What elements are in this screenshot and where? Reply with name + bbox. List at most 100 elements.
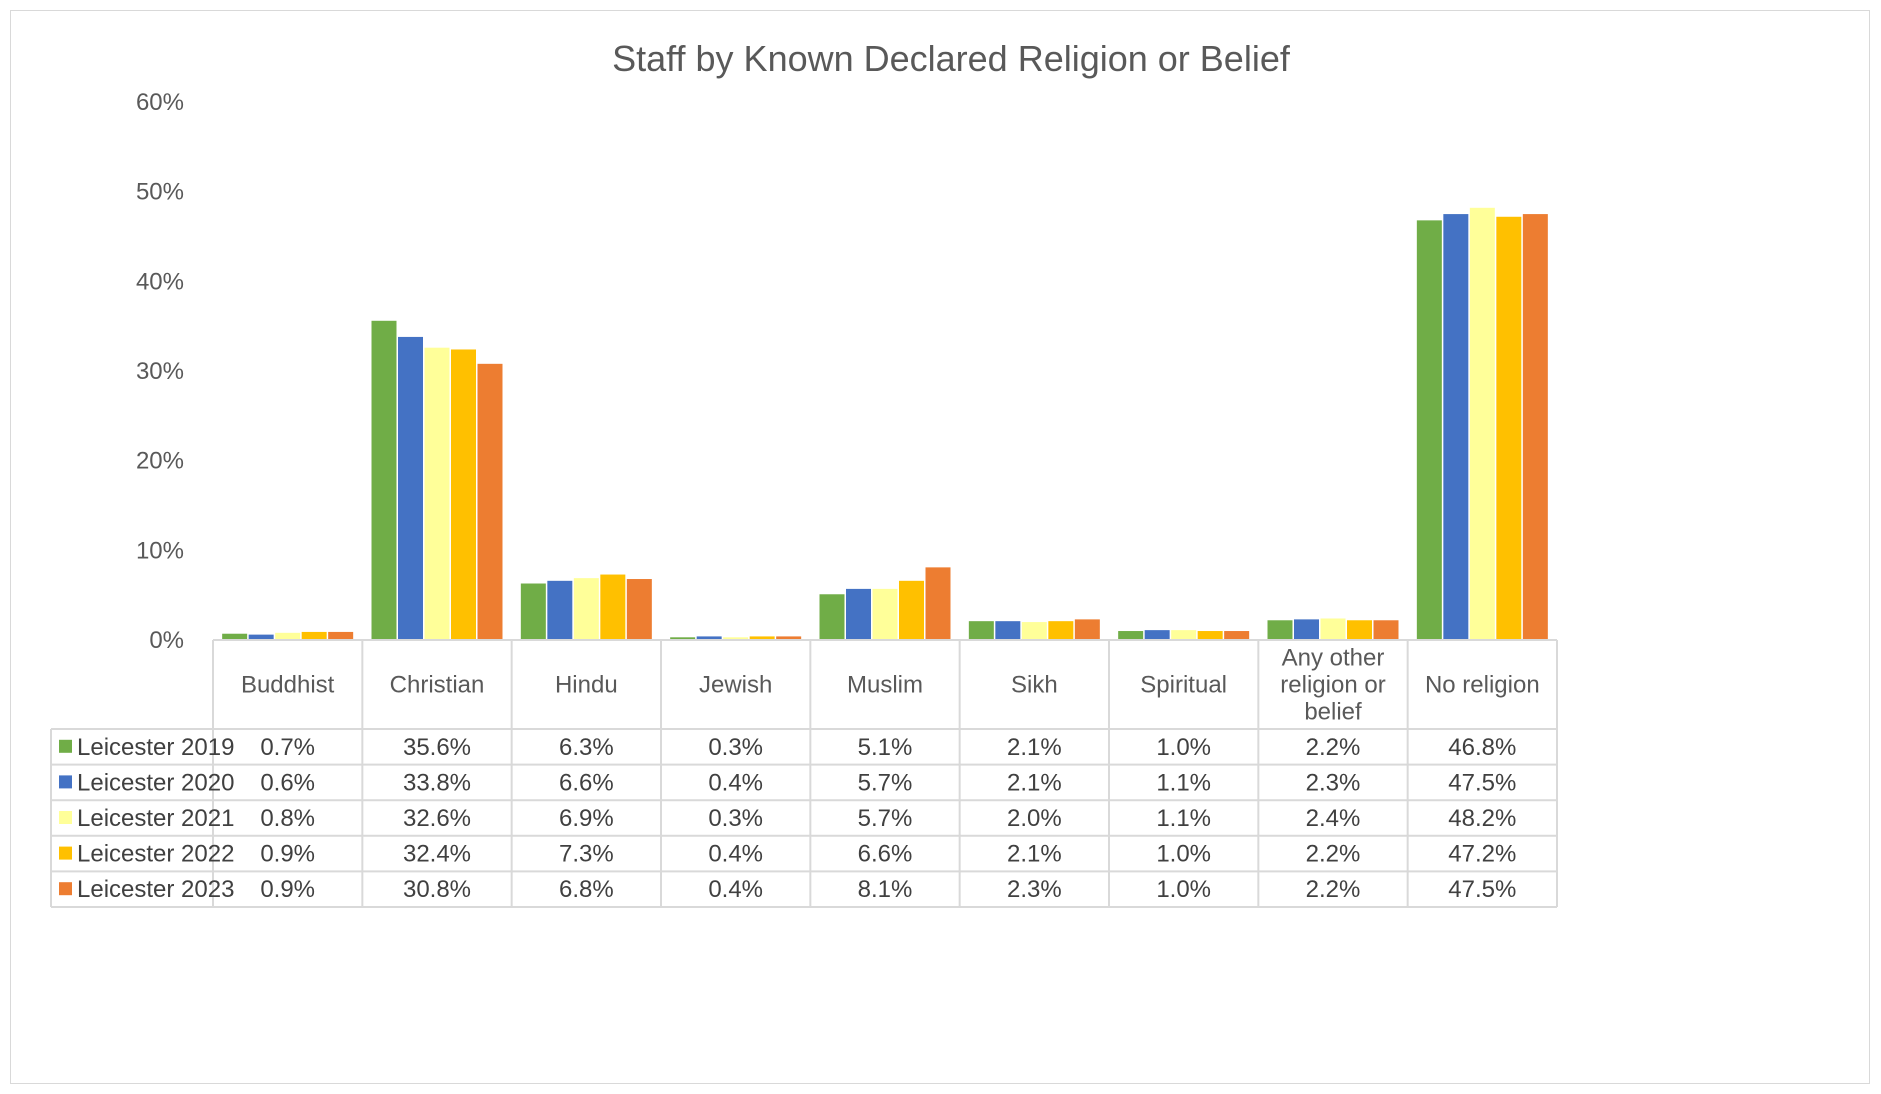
table-cell: 1.1% [1156, 769, 1211, 796]
table-cell: 1.1% [1156, 805, 1211, 832]
bar [398, 336, 423, 640]
table-cell: 47.2% [1448, 841, 1516, 868]
table-cell: 0.4% [708, 841, 763, 868]
bar [1373, 620, 1399, 640]
y-tick-label: 50% [136, 179, 184, 206]
bar [846, 588, 871, 640]
y-tick-label: 40% [136, 268, 184, 295]
bar [451, 349, 476, 640]
category-label: Spiritual [1140, 672, 1227, 699]
table-cell: 7.3% [559, 841, 614, 868]
bar-group [222, 631, 354, 640]
y-axis: 0% 10% 20% 30% 40% 50% 60% [136, 89, 184, 654]
table-cell: 2.4% [1306, 805, 1361, 832]
chart-title: Staff by Known Declared Religion or Beli… [612, 38, 1291, 79]
table-cell: 2.2% [1306, 876, 1361, 903]
bar [1074, 619, 1100, 640]
bar-chart: Staff by Known Declared Religion or Beli… [50, 38, 1558, 908]
table-cell: 6.6% [858, 841, 913, 868]
table-cell: 47.5% [1448, 876, 1516, 903]
bar [1224, 631, 1250, 640]
table-cell: 0.7% [260, 734, 315, 761]
bar [1443, 214, 1469, 641]
bar-group [670, 636, 802, 640]
bar [1197, 631, 1223, 640]
bar-group [1118, 630, 1250, 640]
table-cell: 30.8% [403, 876, 471, 903]
series-name: Leicester 2020 [77, 769, 234, 796]
table-cell: 32.6% [403, 805, 471, 832]
legend-swatch [59, 882, 72, 896]
bar [1522, 214, 1548, 641]
table-cell: 2.1% [1007, 734, 1062, 761]
table-cell: 0.9% [260, 841, 315, 868]
bar [626, 579, 652, 640]
table-cell: 6.9% [559, 805, 614, 832]
table-cell: 0.9% [260, 876, 315, 903]
table-cell: 1.0% [1156, 876, 1211, 903]
bar [328, 631, 354, 640]
table-cell: 5.1% [858, 734, 913, 761]
table-cell: 0.3% [708, 734, 763, 761]
bar [723, 637, 749, 640]
table-cell: 2.2% [1306, 841, 1361, 868]
bar [1267, 620, 1293, 640]
table-cell: 2.2% [1306, 734, 1361, 761]
bar [1496, 216, 1522, 641]
table-cell: 2.3% [1007, 876, 1062, 903]
y-tick-label: 60% [136, 89, 184, 116]
bar [749, 636, 775, 640]
table-cell: 2.1% [1007, 841, 1062, 868]
bar-group [1267, 618, 1399, 640]
y-tick-label: 10% [136, 537, 184, 564]
table-cell: 5.7% [858, 769, 913, 796]
series-name: Leicester 2022 [77, 841, 234, 868]
table-cell: 0.4% [708, 876, 763, 903]
bar [301, 631, 327, 640]
bar [222, 633, 248, 640]
bar [968, 621, 994, 640]
bar [1347, 620, 1372, 640]
bar [248, 634, 274, 640]
table-cell: 6.3% [559, 734, 614, 761]
category-label: Christian [390, 672, 485, 699]
data-table: Buddhist Christian Hindu Jewish Muslim Sikh Sp… [50, 639, 1558, 908]
bar [696, 636, 722, 640]
bar-group [371, 320, 503, 640]
bar [1469, 207, 1495, 640]
bar [573, 578, 599, 640]
table-cell: 0.6% [260, 769, 315, 796]
bar [477, 363, 503, 640]
table-cell: 47.5% [1448, 769, 1516, 796]
table-cell: 48.2% [1448, 805, 1516, 832]
y-tick-label: 30% [136, 358, 184, 385]
legend-swatch [59, 739, 72, 753]
category-label: Buddhist [241, 672, 335, 699]
table-cell: 2.0% [1007, 805, 1062, 832]
bar-group [1416, 207, 1548, 641]
bar [1048, 621, 1074, 640]
table-cell: 35.6% [403, 734, 471, 761]
bar [899, 580, 924, 640]
bar [670, 637, 696, 640]
table-cell: 32.4% [403, 841, 471, 868]
bar [371, 320, 397, 640]
table-cell: 2.1% [1007, 769, 1062, 796]
bar [547, 580, 573, 640]
category-label: Jewish [699, 672, 772, 699]
bar [1320, 618, 1346, 640]
series-name: Leicester 2023 [77, 876, 234, 903]
chart-area: Staff by Known Declared Religion or Beli… [10, 10, 1870, 1084]
bar [275, 632, 301, 640]
bar [424, 347, 450, 640]
table-cell: 1.0% [1156, 734, 1211, 761]
bar [1171, 630, 1197, 640]
y-tick-label: 0% [149, 627, 184, 654]
category-label: Sikh [1011, 672, 1058, 699]
table-cell: 0.8% [260, 805, 315, 832]
table-cell: 5.7% [858, 805, 913, 832]
category-label: No religion [1425, 672, 1540, 699]
table-cell: 6.6% [559, 769, 614, 796]
table-cell: 0.3% [708, 805, 763, 832]
category-label: Hindu [555, 672, 618, 699]
